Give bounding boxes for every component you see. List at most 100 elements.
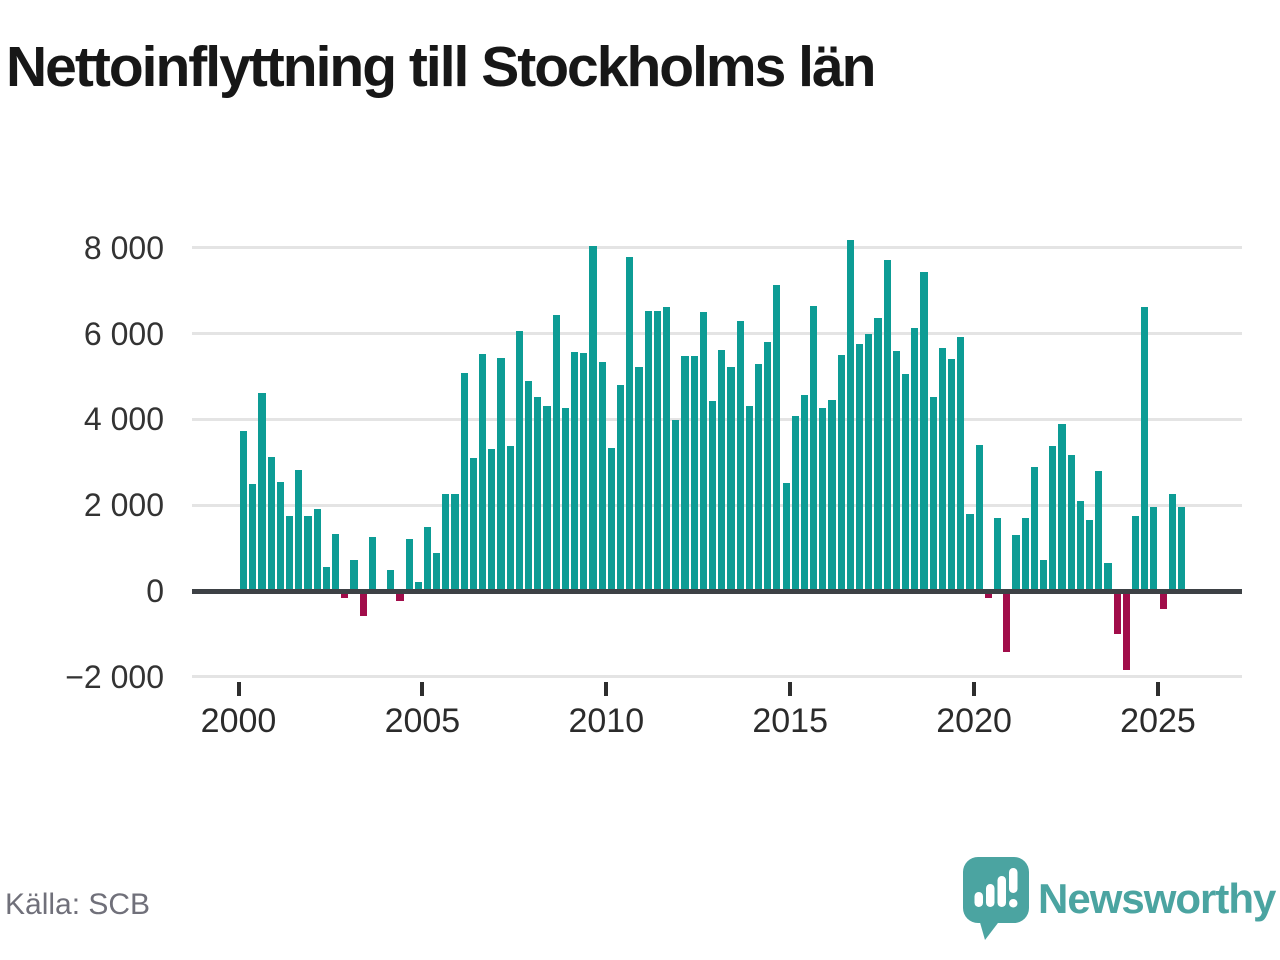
x-axis-tick xyxy=(788,682,793,696)
quarter-bar xyxy=(690,355,698,591)
quarter-bar xyxy=(819,408,827,591)
quarter-bar xyxy=(708,400,717,591)
quarter-bar xyxy=(350,560,358,591)
quarter-bar xyxy=(285,515,294,591)
y-axis-label: 8 000 xyxy=(83,229,164,266)
quarter-bar xyxy=(718,349,726,591)
quarter-bar xyxy=(313,509,321,591)
newsworthy-speech-bubble-bar-chart-icon xyxy=(963,857,1029,940)
quarter-bar xyxy=(525,381,533,591)
quarter-bar xyxy=(736,321,744,591)
quarter-bar xyxy=(1141,306,1149,591)
quarter-bar xyxy=(405,539,413,591)
quarter-bar xyxy=(1122,591,1130,670)
y-axis-label: 4 000 xyxy=(83,401,164,438)
quarter-bar xyxy=(598,361,606,591)
quarter-bar xyxy=(1104,563,1112,591)
y-axis-label: 2 000 xyxy=(83,487,164,524)
quarter-bar xyxy=(460,372,468,591)
newsworthy-logo-text: Newsworthy xyxy=(1038,875,1276,922)
quarter-bar xyxy=(387,569,395,591)
quarter-bar xyxy=(764,342,772,591)
quarter-bar xyxy=(662,307,671,591)
quarter-bar xyxy=(975,445,983,591)
x-axis-label: 2015 xyxy=(752,702,828,740)
quarter-bar xyxy=(672,420,680,591)
quarter-bar xyxy=(828,400,836,591)
x-axis-label: 2010 xyxy=(568,702,645,740)
quarter-bar xyxy=(681,355,689,591)
zero-axis-line xyxy=(192,588,1242,594)
quarter-bar xyxy=(552,315,560,591)
quarter-bar xyxy=(1177,506,1186,591)
quarter-bar xyxy=(543,405,551,591)
quarter-bar xyxy=(497,358,505,591)
quarter-bar xyxy=(1039,560,1048,591)
quarter-bar xyxy=(810,305,818,591)
y-gridline xyxy=(192,332,1242,336)
quarter-bar xyxy=(442,494,450,591)
newsworthy-logo: Newsworthy xyxy=(962,856,1276,942)
quarter-bar xyxy=(911,327,919,591)
quarter-bar xyxy=(423,527,432,591)
quarter-bar xyxy=(240,431,248,591)
quarter-bar xyxy=(1113,591,1121,634)
quarter-bar xyxy=(1030,466,1038,591)
quarter-bar xyxy=(782,482,790,591)
x-axis-tick xyxy=(1156,682,1160,696)
quarter-bar xyxy=(1012,535,1020,591)
quarter-bar xyxy=(920,272,928,591)
y-gridline xyxy=(192,417,1242,421)
quarter-bar xyxy=(506,445,514,591)
quarter-bar xyxy=(1085,520,1094,591)
y-gridline xyxy=(192,503,1242,507)
quarter-bar xyxy=(948,359,956,591)
x-axis-tick xyxy=(420,682,425,696)
quarter-bar xyxy=(589,245,597,591)
chart-title: Nettoinflyttning till Stockholms län xyxy=(6,35,876,99)
quarter-bar xyxy=(469,458,478,591)
quarter-bar xyxy=(929,396,937,591)
x-axis-label: 2020 xyxy=(936,702,1012,740)
quarter-bar xyxy=(571,351,579,591)
quarter-bar xyxy=(966,514,974,591)
quarter-bar xyxy=(993,518,1002,591)
x-axis-label: 2000 xyxy=(200,702,277,740)
quarter-bar xyxy=(267,457,275,591)
quarter-bar xyxy=(341,591,349,598)
quarter-bar xyxy=(515,331,524,591)
quarter-bar xyxy=(479,353,487,591)
quarter-bar xyxy=(433,553,441,591)
quarter-bar xyxy=(607,448,615,591)
quarter-bar xyxy=(534,396,542,591)
quarter-bar xyxy=(396,591,404,602)
quarter-bar xyxy=(938,348,946,591)
quarter-bar xyxy=(561,407,569,591)
quarter-bar xyxy=(359,591,367,616)
quarter-bar xyxy=(322,566,330,591)
quarter-bar xyxy=(837,355,845,591)
quarter-bar xyxy=(892,350,901,591)
quarter-bar xyxy=(331,534,340,591)
quarter-bar xyxy=(1076,500,1084,591)
quarter-bar xyxy=(276,482,284,591)
y-gridline xyxy=(192,246,1242,250)
quarter-bar xyxy=(699,311,707,591)
quarter-bar xyxy=(644,311,652,591)
quarter-bar xyxy=(616,385,625,591)
quarter-bar xyxy=(1131,515,1140,591)
quarter-bar xyxy=(1003,591,1011,652)
quarter-bar xyxy=(800,395,809,591)
quarter-bar xyxy=(1021,518,1029,591)
quarter-bar xyxy=(295,469,303,591)
x-axis-label: 2025 xyxy=(1120,702,1196,740)
quarter-bar xyxy=(258,392,266,591)
quarter-bar xyxy=(902,374,910,591)
quarter-bar xyxy=(754,363,763,591)
quarter-bar xyxy=(874,317,882,591)
y-axis-label: 6 000 xyxy=(83,315,164,352)
quarter-bar xyxy=(368,536,376,591)
quarter-bar xyxy=(957,337,965,591)
quarter-bar xyxy=(635,367,643,591)
quarter-bar xyxy=(883,259,891,591)
